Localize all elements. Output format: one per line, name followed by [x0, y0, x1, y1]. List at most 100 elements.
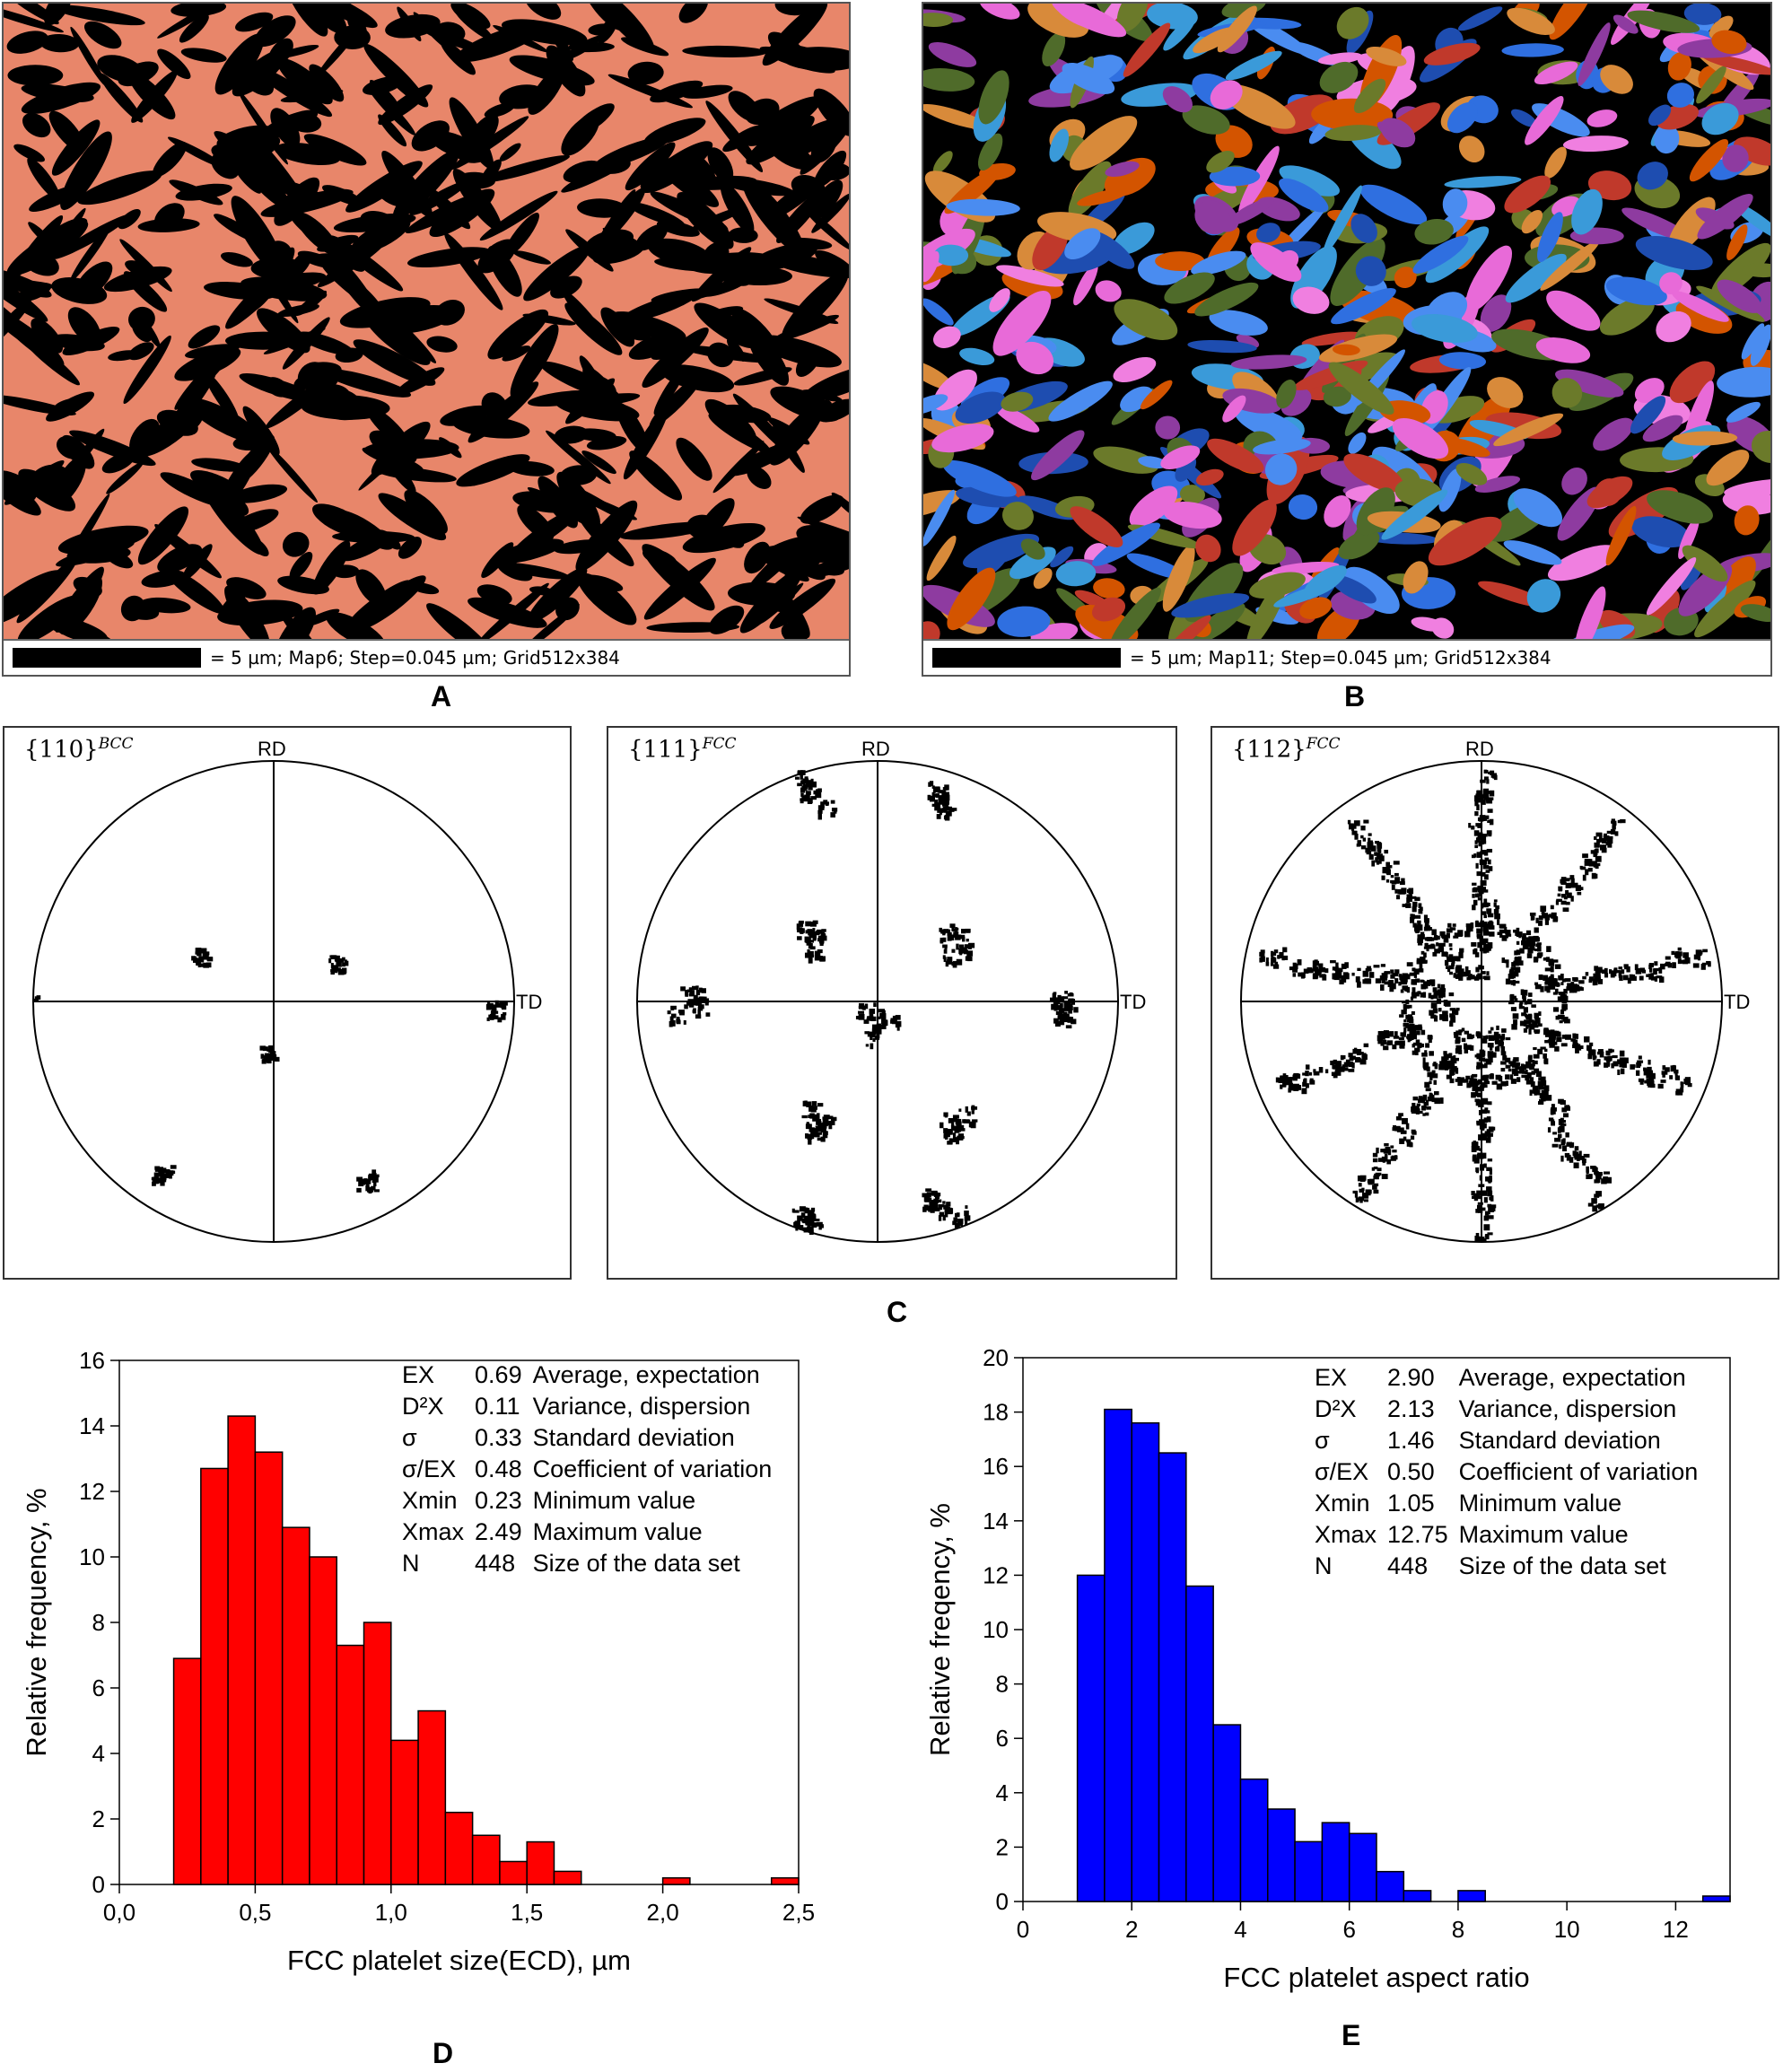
pole-point — [1405, 999, 1410, 1005]
pole-point — [165, 1168, 170, 1174]
rd-label: RD — [1465, 738, 1494, 760]
pole-point — [805, 1132, 808, 1139]
pole-point — [1575, 1035, 1578, 1039]
grain — [1574, 586, 1606, 639]
pole-point — [1471, 941, 1477, 947]
pole-point — [1437, 984, 1441, 989]
phase-platelet — [52, 456, 86, 506]
pole-point — [1570, 982, 1575, 988]
phase-platelet — [546, 430, 611, 485]
pole-point — [1489, 1175, 1492, 1180]
pole-point — [1476, 1053, 1483, 1060]
phase-platelet — [616, 402, 650, 454]
pole-point — [872, 1028, 878, 1034]
pole-point — [964, 1215, 971, 1221]
phase-platelet — [293, 372, 324, 390]
pole-point — [1303, 1079, 1307, 1083]
phase-platelet — [503, 213, 539, 258]
pole-point — [1648, 967, 1653, 973]
pole-point — [800, 770, 806, 775]
pole-point — [1481, 1075, 1486, 1081]
pole-point — [963, 1119, 970, 1123]
pole-point — [1373, 1189, 1379, 1194]
pole-point — [1439, 945, 1444, 952]
pole-point — [1485, 1176, 1490, 1182]
grain — [1551, 378, 1583, 408]
grain — [1050, 546, 1074, 568]
pole-figure-110-bcc: {110}BCC RD TD — [3, 726, 572, 1280]
pole-point — [1067, 1019, 1071, 1023]
pole-point — [833, 809, 837, 814]
grain — [1359, 532, 1439, 545]
pole-point — [1678, 960, 1684, 964]
pole-point — [928, 782, 931, 787]
pole-point — [1574, 986, 1580, 992]
pole-point — [1435, 935, 1440, 940]
phase-platelet — [52, 4, 145, 26]
pole-point — [1675, 1090, 1680, 1096]
histogram-bar — [336, 1644, 365, 1885]
pole-point — [795, 1220, 800, 1225]
pole-point — [810, 796, 817, 800]
pole-point — [1531, 916, 1535, 921]
pole-point — [817, 1137, 822, 1141]
pole-point — [1302, 1072, 1309, 1076]
pole-point — [1512, 1059, 1516, 1063]
pole-point — [1570, 1038, 1577, 1042]
pole-point — [1351, 972, 1355, 976]
pole-point — [1635, 967, 1642, 975]
pole-point — [1289, 1076, 1294, 1080]
grain — [1600, 65, 1633, 94]
pole-point — [1486, 830, 1492, 835]
pole-point — [1611, 829, 1614, 834]
grain — [1740, 604, 1770, 622]
pole-point — [1260, 956, 1265, 962]
pole-point — [1418, 1096, 1423, 1103]
histogram-bar — [526, 1840, 555, 1885]
pole-point — [1482, 1064, 1488, 1069]
pole-point — [1365, 847, 1371, 853]
pole-point — [1701, 962, 1707, 966]
pole-point — [800, 798, 804, 804]
pole-point — [1431, 1073, 1438, 1079]
pole-point — [1382, 870, 1387, 874]
pole-point — [821, 935, 827, 941]
phase-platelet — [712, 441, 765, 494]
phase-platelet — [619, 292, 698, 323]
pole-point — [1282, 947, 1288, 953]
pole-point — [1476, 1153, 1481, 1159]
pole-point — [1472, 1156, 1477, 1162]
pole-point — [1421, 960, 1428, 964]
pole-point — [1332, 966, 1339, 971]
pole-point — [1659, 963, 1665, 970]
grain — [1648, 104, 1672, 127]
phase-platelet — [123, 335, 171, 405]
phase-platelet — [769, 578, 836, 629]
phase-platelet — [47, 217, 88, 243]
pole-point — [1412, 901, 1418, 907]
stat-description: Average, expectation — [1458, 1364, 1686, 1391]
phase-platelet — [282, 531, 310, 557]
pole-point — [1624, 966, 1629, 970]
pole-point — [1335, 968, 1342, 975]
pole-point — [1469, 975, 1475, 980]
phase-platelet — [444, 232, 503, 310]
phase-platelet — [800, 494, 844, 524]
pole-point — [1405, 1004, 1412, 1009]
pole-point — [1403, 1031, 1406, 1036]
pole-point — [1067, 1004, 1072, 1010]
pole-point — [153, 1177, 159, 1181]
pole-point — [1394, 978, 1399, 984]
grain — [989, 288, 1010, 312]
pole-point — [1649, 1073, 1656, 1080]
pole-point — [1477, 817, 1484, 822]
phase-platelet — [4, 470, 37, 503]
phase-platelet — [185, 344, 240, 359]
pole-point — [1545, 1095, 1552, 1101]
pole-point — [1409, 1023, 1415, 1029]
pole-point — [1579, 987, 1584, 992]
pole-point — [935, 793, 940, 799]
pole-point — [1527, 947, 1534, 954]
pole-point — [1586, 1174, 1592, 1179]
pole-point — [1412, 980, 1418, 985]
